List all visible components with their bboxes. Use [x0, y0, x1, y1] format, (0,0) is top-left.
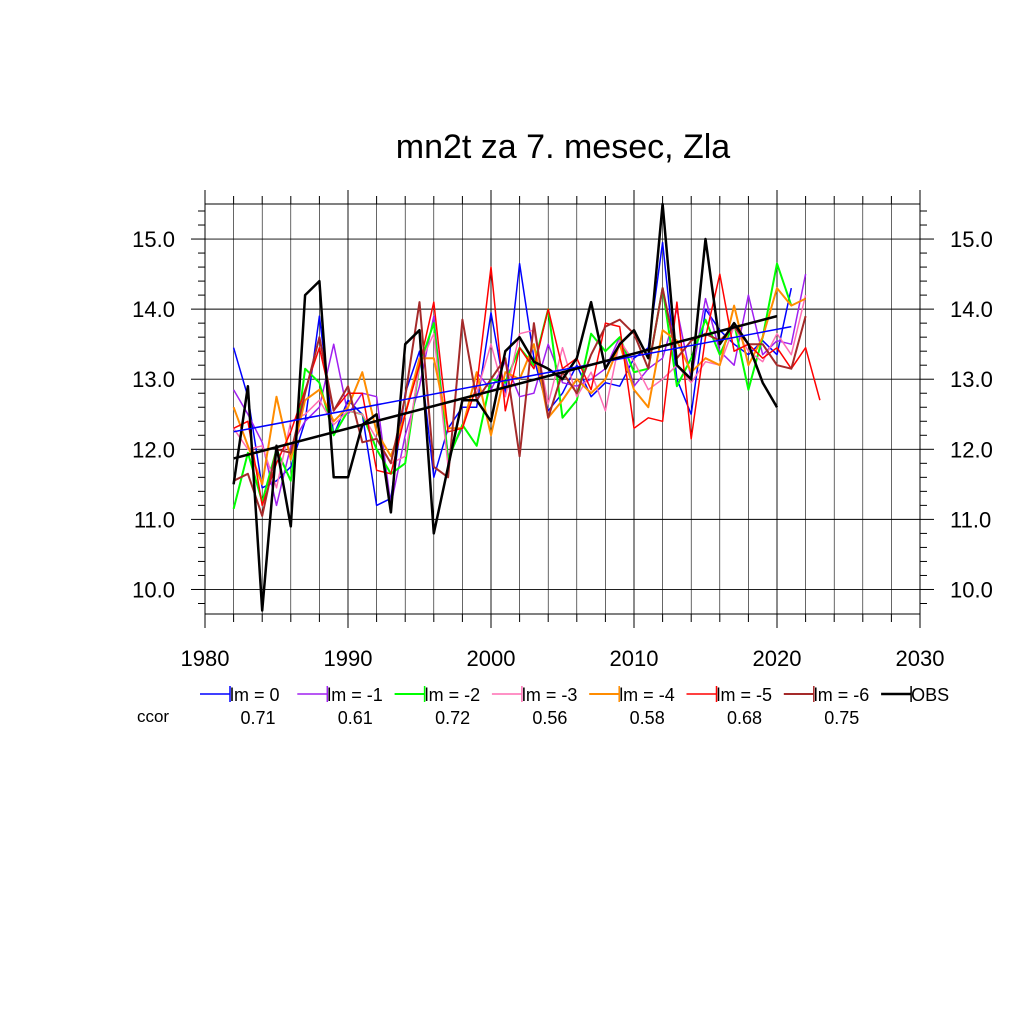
y-tick-label: 12.0: [132, 437, 175, 462]
legend-label-6: lm = -6: [814, 685, 870, 705]
legend-ccor-3: 0.56: [532, 708, 567, 728]
x-tick-label: 1980: [181, 646, 230, 671]
ticks: 10.0 10.0 11.0 11.0 12.0 12.0 13.0 13.0 14.0 14.0…: [132, 190, 993, 671]
y-tick-label-right: 11.0: [950, 507, 991, 532]
legend-label-1: lm = -1: [327, 685, 383, 705]
chart-title: mn2t za 7. mesec, Zla: [396, 128, 731, 166]
x-tick-label: 2010: [610, 646, 659, 671]
grid: [204, 204, 921, 614]
ccor-label: ccor: [137, 707, 169, 726]
legend-label-0: lm = 0: [230, 685, 280, 705]
y-tick-label-right: 14.0: [950, 297, 993, 322]
trend-line-1: [233, 314, 778, 460]
legend-ccor-1: 0.61: [338, 708, 373, 728]
legend-ccor-0: 0.71: [240, 708, 275, 728]
legend-label-4: lm = -4: [619, 685, 675, 705]
legend-ccor-4: 0.58: [630, 708, 665, 728]
x-tick-label: 2000: [467, 646, 516, 671]
legend-label-2: lm = -2: [425, 685, 481, 705]
legend-label-5: lm = -5: [717, 685, 773, 705]
y-tick-label-right: 15.0: [950, 227, 993, 252]
y-tick-label-right: 10.0: [950, 577, 993, 602]
y-tick-label: 14.0: [132, 297, 175, 322]
x-tick-label: 2030: [896, 646, 945, 671]
y-tick-label-right: 13.0: [950, 367, 993, 392]
legend: ccor lm = 0 0.71 lm = -1 0.61 lm = -2 0.72 lm =…: [137, 685, 949, 728]
legend-label-3: lm = -3: [522, 685, 578, 705]
y-tick-label: 11.0: [134, 507, 175, 532]
y-tick-label: 13.0: [132, 367, 175, 392]
plot-frame: [204, 203, 921, 615]
x-tick-label: 1990: [324, 646, 373, 671]
trend-lines: [233, 314, 792, 460]
x-tick-label: 2020: [753, 646, 802, 671]
legend-ccor-5: 0.68: [727, 708, 762, 728]
y-tick-label: 15.0: [132, 227, 175, 252]
series-line-7: [232, 202, 779, 612]
legend-ccor-6: 0.75: [824, 708, 859, 728]
trend-line-0: [233, 325, 792, 433]
series-line-6: [233, 287, 807, 517]
legend-label-7: OBS: [911, 685, 949, 705]
series-group: [232, 202, 821, 612]
y-tick-label-right: 12.0: [950, 437, 993, 462]
legend-ccor-2: 0.72: [435, 708, 470, 728]
y-tick-label: 10.0: [132, 577, 175, 602]
